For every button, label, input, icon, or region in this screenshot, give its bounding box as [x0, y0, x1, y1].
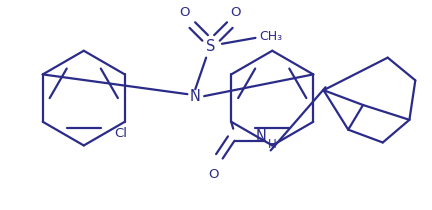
Text: S: S	[206, 39, 216, 54]
Text: N: N	[190, 89, 201, 104]
Text: Cl: Cl	[114, 127, 127, 140]
Text: CH₃: CH₃	[260, 30, 283, 43]
Text: O: O	[231, 6, 241, 19]
Text: N: N	[255, 129, 266, 144]
Text: O: O	[179, 6, 190, 19]
Text: O: O	[208, 168, 219, 181]
Text: H: H	[268, 138, 277, 151]
